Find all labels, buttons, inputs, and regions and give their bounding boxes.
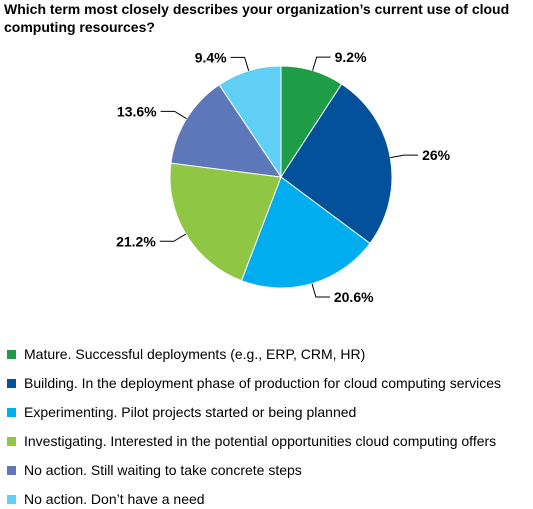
pie-slices (169, 65, 393, 289)
data-label: 20.6% (334, 289, 374, 305)
legend-swatch (7, 407, 16, 417)
pie-slice (218, 65, 282, 179)
legend-swatch (7, 494, 16, 504)
data-label: 13.6% (117, 103, 157, 119)
legend-label: No action. Don’t have a need (24, 491, 205, 507)
data-label: 9.4% (195, 49, 227, 65)
legend-item: Mature. Successful deployments (e.g., ER… (7, 344, 365, 364)
legend-item: Building. In the deployment phase of pro… (7, 373, 501, 393)
legend-label: No action. Still waiting to take concret… (24, 462, 302, 478)
legend-swatch (7, 465, 16, 475)
legend-swatch (7, 378, 16, 388)
data-label: 26% (422, 147, 451, 163)
pie-leader-lines (159, 56, 419, 298)
legend-label: Investigating. Interested in the potenti… (24, 433, 497, 449)
pie-chart: 9.2% 26% 20.6% 21.2% 13.6% 9.4% (116, 49, 451, 305)
legend-item: No action. Don’t have a need (7, 489, 205, 509)
data-label: 21.2% (116, 233, 156, 249)
legend-item: Investigating. Interested in the potenti… (7, 431, 496, 451)
pie-data-labels: 9.2% 26% 20.6% 21.2% 13.6% 9.4% (116, 49, 451, 305)
pie-slice (169, 162, 282, 282)
leader-line (312, 56, 331, 71)
pie-slice (280, 83, 393, 245)
leader-line (390, 154, 419, 159)
legend-swatch (7, 436, 16, 446)
leader-line (230, 56, 250, 71)
pie-slice (240, 176, 371, 289)
legend-swatch (7, 349, 16, 359)
leader-line (160, 110, 187, 120)
leader-line (159, 233, 187, 242)
data-label: 9.2% (335, 49, 367, 65)
legend-item: No action. Still waiting to take concret… (7, 460, 302, 480)
pie-slice (170, 84, 283, 178)
leader-line (311, 283, 330, 298)
legend-item: Experimenting. Pilot projects started or… (7, 402, 356, 422)
legend-label: Mature. Successful deployments (e.g., ER… (24, 346, 366, 362)
legend-label: Experimenting. Pilot projects started or… (24, 404, 357, 420)
chart-title: Which term most closely describes your o… (4, 1, 510, 35)
legend-label: Building. In the deployment phase of pro… (24, 375, 502, 391)
